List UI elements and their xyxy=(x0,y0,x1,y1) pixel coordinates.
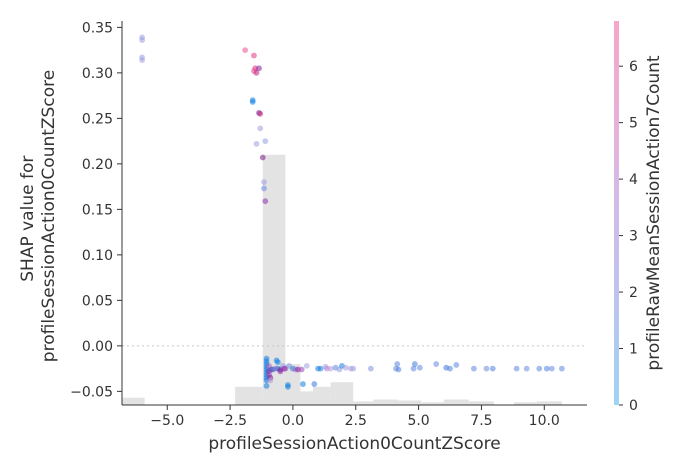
scatter-point xyxy=(262,198,269,205)
scatter-point xyxy=(261,179,267,185)
colorbar-ticks: 0 1 2 3 4 5 6 xyxy=(619,59,638,414)
colorbar xyxy=(614,21,619,405)
scatter-point xyxy=(262,138,269,145)
scatter-point xyxy=(416,364,423,371)
scatter-point xyxy=(548,365,555,372)
histogram-bar xyxy=(353,401,374,405)
y-axis-label-line-1: SHAP value for xyxy=(18,156,38,282)
x-axis-ticks: −5.0 −2.5 0.0 2.5 5.0 7.5 10.0 xyxy=(150,405,560,429)
histogram-bar xyxy=(285,364,301,405)
histogram-bar xyxy=(235,386,263,405)
x-tick-label: −2.5 xyxy=(213,413,247,429)
y-tick-label: −0.05 xyxy=(70,384,113,400)
y-axis-label: SHAP value for profileSessionAction0Coun… xyxy=(18,70,59,362)
scatter-point xyxy=(300,381,306,387)
colorbar-tick-label: 3 xyxy=(629,229,638,245)
colorbar-tick-label: 2 xyxy=(629,285,638,301)
y-tick-label: 0.20 xyxy=(82,157,113,173)
scatter-point xyxy=(251,52,257,59)
histogram-bar xyxy=(398,400,422,405)
scatter-point xyxy=(303,362,310,369)
y-tick-label: 0.00 xyxy=(82,339,113,355)
scatter-point xyxy=(257,110,264,117)
x-tick-label: 5.0 xyxy=(407,413,429,429)
scatter-points xyxy=(139,34,565,390)
histogram-bar xyxy=(443,399,469,405)
scatter-point xyxy=(536,365,543,372)
scatter-point xyxy=(139,37,146,44)
colorbar-label: profileRawMeanSessionAction7Count xyxy=(644,55,664,371)
scatter-point xyxy=(259,154,266,161)
x-axis-label: profileSessionAction0CountZScore xyxy=(208,434,500,454)
scatter-point xyxy=(447,365,453,372)
scatter-point xyxy=(298,366,305,373)
colorbar-tick-label: 1 xyxy=(629,342,638,358)
colorbar-tick-label: 0 xyxy=(629,398,638,414)
scatter-point xyxy=(139,57,146,64)
scatter-point xyxy=(489,365,496,372)
scatter-point xyxy=(410,365,417,372)
scatter-point xyxy=(284,383,291,390)
scatter-point xyxy=(395,366,402,373)
x-tick-label: −5.0 xyxy=(150,413,184,429)
y-tick-label: 0.05 xyxy=(82,293,113,309)
x-tick-label: 0.0 xyxy=(282,413,304,429)
y-tick-label: 0.15 xyxy=(82,202,113,218)
histogram-bar xyxy=(373,399,399,405)
scatter-point xyxy=(249,99,256,105)
scatter-point xyxy=(253,140,260,147)
scatter-point xyxy=(513,365,520,372)
scatter-point xyxy=(327,365,334,372)
y-tick-label: 0.30 xyxy=(82,66,113,82)
scatter-point xyxy=(267,377,274,384)
scatter-point xyxy=(523,365,530,372)
scatter-point xyxy=(242,47,249,54)
histogram-bar xyxy=(122,397,145,405)
scatter-point xyxy=(453,362,460,368)
scatter-point xyxy=(274,359,281,366)
y-axis-ticks: −0.05 0.00 0.05 0.10 0.15 0.20 0.25 0.30 0.35 xyxy=(70,20,122,400)
scatter-point xyxy=(257,125,264,132)
histogram-bar xyxy=(300,391,314,405)
y-axis-label-line-2: profileSessionAction0CountZScore xyxy=(39,70,59,362)
histogram-bar xyxy=(330,382,354,405)
scatter-point xyxy=(342,364,349,371)
histogram-bar xyxy=(536,401,562,405)
x-tick-label: 7.5 xyxy=(470,413,492,429)
y-tick-label: 0.10 xyxy=(82,248,113,264)
scatter-point xyxy=(543,365,550,372)
histogram-bar xyxy=(468,401,494,405)
scatter-point xyxy=(350,365,357,372)
scatter-point xyxy=(470,365,477,372)
colorbar-tick-label: 4 xyxy=(629,172,638,188)
scatter-point xyxy=(261,185,267,192)
colorbar-tick-label: 6 xyxy=(629,59,638,75)
scatter-point xyxy=(433,361,440,367)
scatter-point xyxy=(411,361,418,367)
histogram-bar xyxy=(262,154,286,405)
scatter-point xyxy=(256,65,262,72)
histogram xyxy=(122,154,562,405)
scatter-point xyxy=(311,381,318,387)
scatter-point xyxy=(253,69,260,76)
histogram-bar xyxy=(421,402,444,405)
scatter-point xyxy=(317,365,324,372)
histogram-bar xyxy=(514,402,537,405)
scatter-point xyxy=(394,361,401,367)
scatter-point xyxy=(483,365,490,372)
x-tick-label: 10.0 xyxy=(529,413,560,429)
y-tick-label: 0.25 xyxy=(82,111,113,127)
scatter-point xyxy=(558,365,565,372)
y-tick-label: 0.35 xyxy=(82,20,113,36)
scatter-point xyxy=(367,365,374,372)
colorbar-tick-label: 5 xyxy=(629,116,638,132)
x-tick-label: 2.5 xyxy=(345,413,367,429)
scatter-point xyxy=(263,382,270,389)
histogram-bar xyxy=(313,386,331,405)
